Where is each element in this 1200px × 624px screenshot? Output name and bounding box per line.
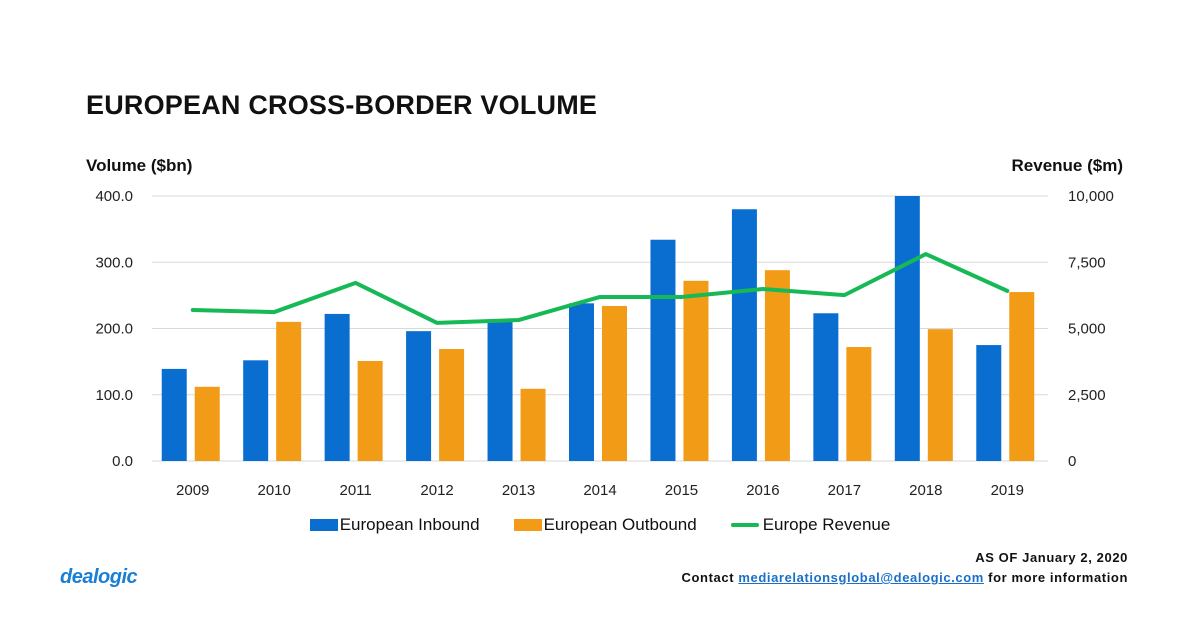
bar-outbound <box>927 329 953 461</box>
bar-outbound <box>357 360 383 461</box>
x-tick-label: 2019 <box>991 482 1024 499</box>
contact-suffix: for more information <box>988 570 1128 585</box>
bar-outbound <box>683 280 709 461</box>
legend-label-revenue: Europe Revenue <box>762 515 891 534</box>
x-tick-label: 2011 <box>340 482 372 499</box>
footer: AS OF January 2, 2020 Contact mediarelat… <box>682 548 1128 588</box>
legend: European Inbound European Outbound Europ… <box>0 515 1200 535</box>
y2-axis-title: Revenue ($m) <box>1011 156 1123 175</box>
legend-swatch-revenue <box>730 523 759 527</box>
x-tick-label: 2015 <box>665 482 698 499</box>
as-of-date: AS OF January 2, 2020 <box>975 550 1128 565</box>
bar-outbound <box>520 388 546 461</box>
revenue-line-group <box>190 252 1010 325</box>
legend-swatch-inbound <box>309 519 338 531</box>
y-tick-label: 200.0 <box>95 321 133 338</box>
bar-inbound <box>487 321 513 461</box>
bar-inbound <box>731 209 757 461</box>
bar-inbound <box>569 303 594 461</box>
y-tick-label: 100.0 <box>95 387 133 404</box>
bar-inbound <box>894 196 920 461</box>
bar-inbound <box>976 345 1002 461</box>
bar-outbound <box>764 270 790 461</box>
bar-inbound <box>243 360 269 461</box>
y-tick-label: 0.0 <box>112 453 133 470</box>
bar-outbound <box>1009 292 1035 461</box>
bar-outbound <box>194 386 220 461</box>
legend-item-inbound: European Inbound <box>309 515 480 535</box>
y2-tick-label: 2,500 <box>1068 387 1106 404</box>
bar-outbound <box>276 321 302 461</box>
legend-item-revenue: Europe Revenue <box>730 515 891 535</box>
x-tick-label: 2014 <box>583 482 616 499</box>
x-axis-ticks: 2009 2010 2011 2012 2013 2014 2015 2016 2017 2018… <box>176 482 1024 499</box>
y-tick-label: 300.0 <box>95 254 133 271</box>
bar-outbound <box>439 349 465 461</box>
bar-outbound <box>846 347 872 461</box>
y2-axis-ticks: 0 2,500 5,000 7,500 10,000 <box>1068 188 1114 470</box>
legend-item-outbound: European Outbound <box>513 515 697 535</box>
x-tick-label: 2018 <box>909 482 942 499</box>
bars <box>161 196 1035 461</box>
bar-inbound <box>813 313 839 461</box>
x-tick-label: 2009 <box>176 482 209 499</box>
revenue-line <box>190 252 1010 325</box>
contact-prefix: Contact <box>681 570 735 585</box>
bar-outbound <box>602 305 627 461</box>
chart-title: EUROPEAN CROSS-BORDER VOLUME <box>86 90 598 120</box>
y-tick-label: 400.0 <box>95 188 133 205</box>
dealogic-logo: dealogic <box>60 566 138 588</box>
bar-inbound <box>406 331 432 461</box>
y2-tick-label: 0 <box>1068 453 1076 470</box>
bar-inbound <box>650 239 676 461</box>
y2-tick-label: 7,500 <box>1068 254 1106 271</box>
x-tick-label: 2010 <box>257 482 290 499</box>
contact-line: Contact mediarelationsglobal@dealogic.co… <box>682 568 1128 588</box>
x-tick-label: 2013 <box>502 482 535 499</box>
bar-inbound <box>324 313 350 461</box>
contact-email-link[interactable]: mediarelationsglobal@dealogic.com <box>738 570 984 585</box>
x-tick-label: 2016 <box>746 482 779 499</box>
x-tick-label: 2012 <box>420 482 453 499</box>
legend-label-inbound: European Inbound <box>339 515 480 534</box>
legend-swatch-outbound <box>513 519 542 531</box>
y2-tick-label: 10,000 <box>1068 188 1114 205</box>
legend-label-outbound: European Outbound <box>543 515 697 534</box>
y-axis-title: Volume ($bn) <box>86 156 193 175</box>
y-axis-ticks: 0.0 100.0 200.0 300.0 400.0 <box>95 188 133 470</box>
bar-inbound <box>161 368 187 461</box>
x-tick-label: 2017 <box>828 482 861 499</box>
y2-tick-label: 5,000 <box>1068 321 1106 338</box>
